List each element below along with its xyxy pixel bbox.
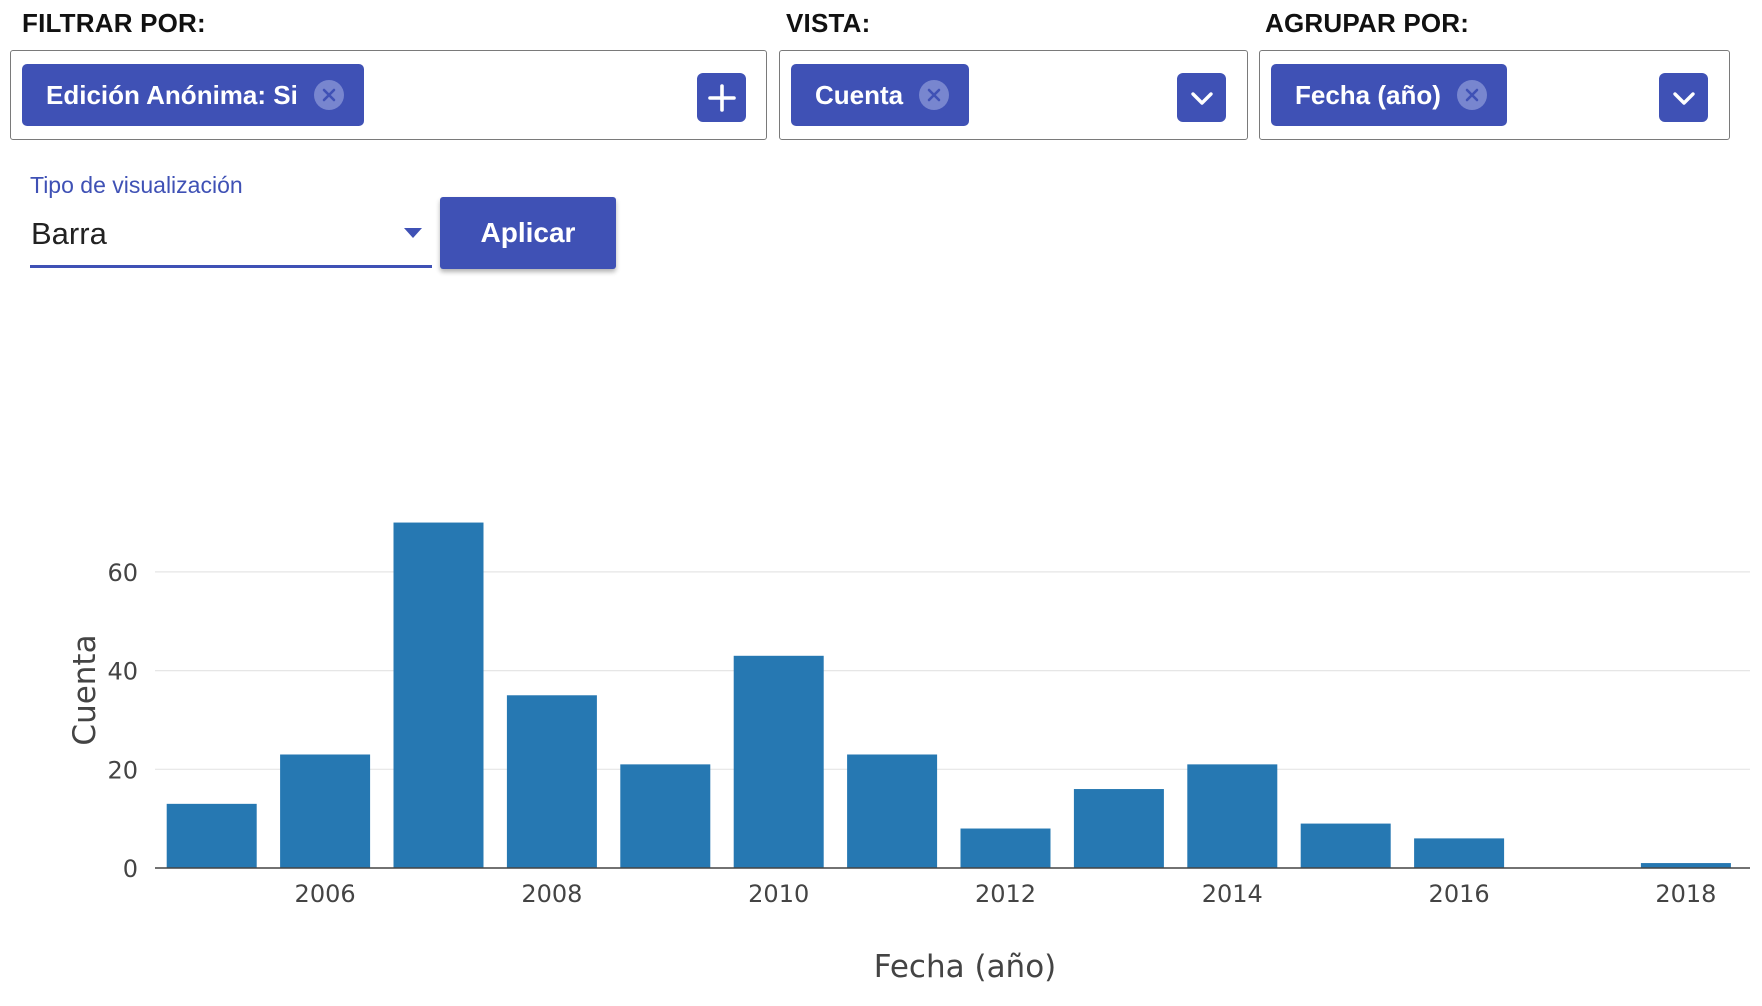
visualization-type-label: Tipo de visualización xyxy=(30,172,243,198)
bar-2005 xyxy=(166,803,257,868)
add-filter-button[interactable] xyxy=(697,73,746,122)
y-tick-label: 60 xyxy=(107,559,138,587)
x-axis-title: Fecha (año) xyxy=(874,949,1057,985)
group-chip-date-year[interactable]: Fecha (año) xyxy=(1271,64,1507,126)
x-axis-ticks: 2006 2008 2010 2012 2014 2016 2018 xyxy=(295,880,1717,908)
bar-2009 xyxy=(620,764,711,868)
group-by-label: AGRUPAR POR: xyxy=(1265,8,1470,38)
x-tick-label: 2016 xyxy=(1429,880,1490,908)
visualization-type-select[interactable]: Barra xyxy=(30,208,432,268)
y-axis-ticks: 0 20 40 60 xyxy=(107,559,138,883)
close-icon[interactable] xyxy=(919,80,950,110)
bar-2006 xyxy=(280,754,371,868)
chevron-down-icon xyxy=(1190,91,1213,105)
chevron-down-icon xyxy=(1672,91,1695,105)
close-icon[interactable] xyxy=(313,80,344,110)
x-tick-label: 2014 xyxy=(1202,880,1263,908)
view-chip-count[interactable]: Cuenta xyxy=(791,64,970,126)
group-by-select[interactable]: Fecha (año) xyxy=(1259,50,1730,140)
bar-2010 xyxy=(733,655,824,868)
filter-by-select[interactable]: Edición Anónima: Si xyxy=(10,50,767,140)
view-select[interactable]: Cuenta xyxy=(779,50,1248,140)
y-tick-label: 20 xyxy=(107,756,138,784)
chart-bars xyxy=(166,522,1731,868)
bar-2007 xyxy=(393,522,484,868)
x-tick-label: 2010 xyxy=(748,880,809,908)
bar-2013 xyxy=(1073,789,1164,868)
x-tick-label: 2018 xyxy=(1655,880,1716,908)
x-tick-label: 2006 xyxy=(295,880,356,908)
filter-chip-anonymous-edit[interactable]: Edición Anónima: Si xyxy=(22,64,364,126)
bar-2015 xyxy=(1300,823,1391,868)
y-tick-label: 0 xyxy=(123,855,138,883)
bar-2011 xyxy=(847,754,938,868)
x-tick-label: 2012 xyxy=(975,880,1036,908)
plus-icon xyxy=(707,83,736,112)
y-axis-title: Cuenta xyxy=(67,634,103,745)
filter-by-label: FILTRAR POR: xyxy=(22,8,206,38)
view-chip-label: Cuenta xyxy=(815,79,904,110)
x-tick-label: 2008 xyxy=(521,880,582,908)
bar-2014 xyxy=(1187,764,1278,868)
y-tick-label: 40 xyxy=(107,658,138,686)
bar-2012 xyxy=(960,828,1051,868)
bar-2016 xyxy=(1414,838,1505,868)
apply-button[interactable]: Aplicar xyxy=(440,197,616,269)
filter-chip-label: Edición Anónima: Si xyxy=(46,79,298,110)
view-dropdown-button[interactable] xyxy=(1177,73,1226,122)
bar-2018 xyxy=(1640,863,1731,868)
group-chip-label: Fecha (año) xyxy=(1295,79,1441,110)
caret-down-icon xyxy=(404,228,422,238)
close-icon[interactable] xyxy=(1456,80,1487,110)
group-dropdown-button[interactable] xyxy=(1659,73,1708,122)
view-label: VISTA: xyxy=(786,8,871,38)
visualization-type-value: Barra xyxy=(31,216,107,251)
bar-2008 xyxy=(506,695,597,868)
